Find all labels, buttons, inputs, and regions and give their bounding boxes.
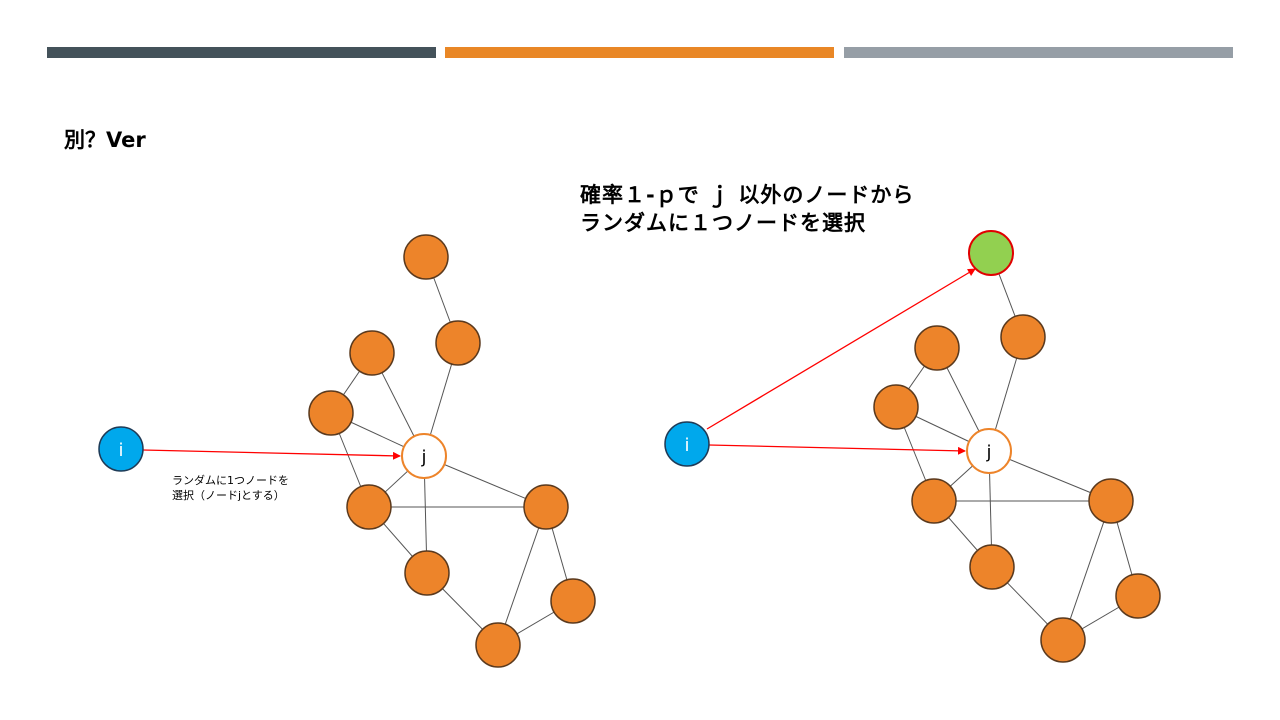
right-node-i-label: i bbox=[684, 435, 689, 456]
right-node-i bbox=[664, 421, 710, 467]
left-node-j bbox=[401, 433, 447, 479]
edge bbox=[1062, 500, 1112, 641]
graph-node bbox=[1088, 478, 1134, 524]
graph-node bbox=[1040, 617, 1086, 663]
graph-node bbox=[523, 484, 569, 530]
left-node-i bbox=[98, 426, 144, 472]
edge bbox=[497, 506, 547, 646]
graph-node bbox=[550, 578, 596, 624]
graph-node bbox=[404, 550, 450, 596]
right-node-j-label: j bbox=[985, 442, 991, 463]
headline-line-1: 確率１-ｐで ｊ 以外のノードから bbox=[580, 183, 915, 207]
header-bar-dark bbox=[47, 47, 436, 58]
graph-node bbox=[435, 320, 481, 366]
left-node-j-label: j bbox=[420, 447, 426, 468]
graph-node bbox=[349, 330, 395, 376]
selection-caption: ランダムに1つノードを 選択（ノードjとする） bbox=[172, 473, 289, 503]
right-graph-nodes bbox=[873, 314, 1161, 663]
right-graph-edges bbox=[895, 252, 1139, 641]
right-random-node-selected bbox=[968, 230, 1014, 276]
graph-node bbox=[1115, 573, 1161, 619]
header-bar-gray bbox=[844, 47, 1233, 58]
right-arrow-i-to-j bbox=[708, 444, 966, 455]
slide-title: 別？Ver bbox=[64, 128, 146, 152]
right-node-j bbox=[966, 428, 1012, 474]
headline-line-2: ランダムに１つノードを選択 bbox=[580, 211, 866, 235]
left-arrow-i-to-j bbox=[142, 449, 401, 460]
graph-node bbox=[1000, 314, 1046, 360]
graph-node bbox=[403, 234, 449, 280]
left-graph-nodes bbox=[308, 234, 596, 668]
caption-line-2: 選択（ノードjとする） bbox=[172, 489, 285, 502]
left-graph-edges bbox=[330, 256, 574, 646]
graph-node bbox=[969, 544, 1015, 590]
graph-node bbox=[308, 390, 354, 436]
caption-line-1: ランダムに1つノードを bbox=[172, 474, 289, 487]
headline: 確率１-ｐで ｊ 以外のノードから ランダムに１つノードを選択 bbox=[580, 181, 914, 237]
right-arrow-i-to-random-node bbox=[706, 268, 976, 430]
graph-node bbox=[911, 478, 957, 524]
graph-node bbox=[914, 325, 960, 371]
left-node-i-label: i bbox=[118, 440, 123, 461]
graph-node bbox=[873, 384, 919, 430]
header-bar-orange bbox=[445, 47, 834, 58]
graph-node bbox=[346, 484, 392, 530]
graph-node bbox=[475, 622, 521, 668]
